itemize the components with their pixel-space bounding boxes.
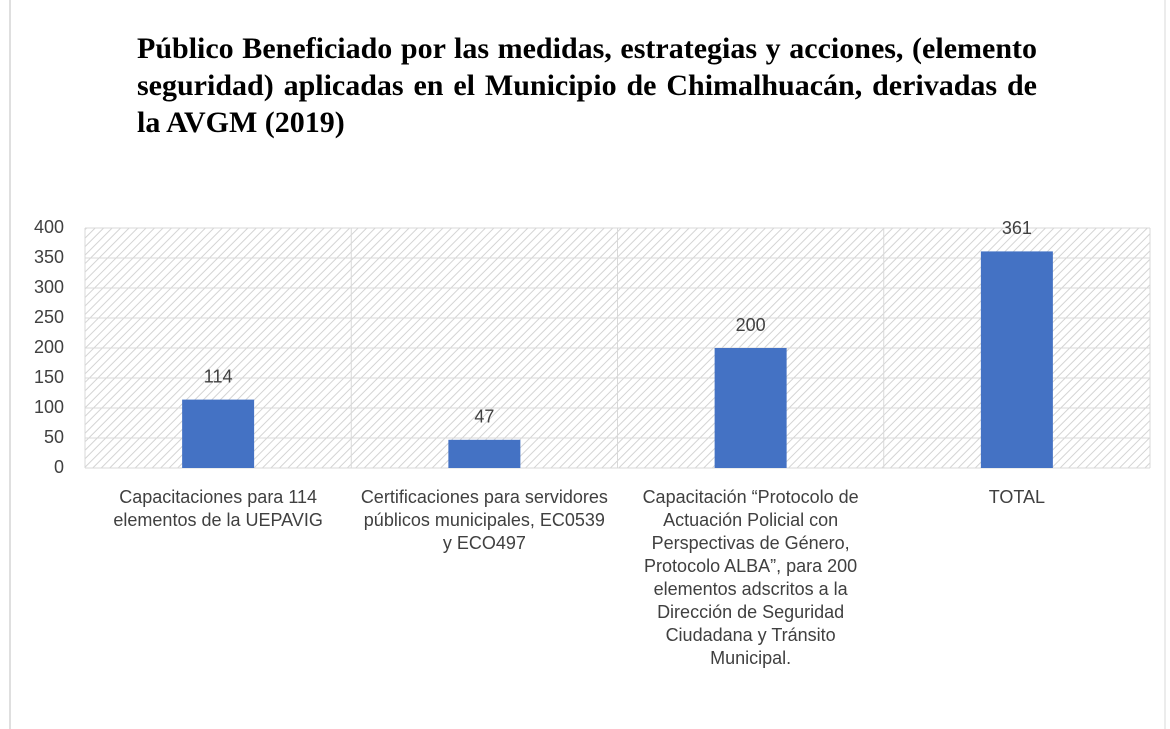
y-tick-label: 300 — [34, 277, 64, 297]
x-tick-label: TOTAL — [988, 487, 1046, 507]
bar — [980, 251, 1053, 468]
y-tick-label: 200 — [34, 337, 64, 357]
y-tick-label: 0 — [54, 457, 64, 477]
data-label: 114 — [204, 366, 233, 386]
x-tick-label: Certificaciones para servidores públicos… — [360, 487, 608, 553]
y-tick-label: 50 — [44, 427, 64, 447]
y-tick-label: 350 — [34, 247, 64, 267]
data-label: 200 — [736, 315, 766, 335]
y-tick-label: 250 — [34, 307, 64, 327]
y-tick-label: 400 — [34, 217, 64, 237]
x-tick-label: Capacitaciones para 114 elementos de la … — [113, 487, 323, 530]
bar — [448, 439, 521, 468]
chart-title: Público Beneficiado por las medidas, est… — [137, 32, 1037, 139]
y-tick-label: 100 — [34, 397, 64, 417]
x-tick-label: Capacitación “Protocolo de Actuación Pol… — [642, 487, 859, 668]
bar — [182, 399, 255, 468]
data-label: 361 — [1002, 218, 1032, 238]
y-tick-label: 150 — [34, 367, 64, 387]
data-label: 47 — [474, 407, 494, 427]
bar — [714, 348, 787, 468]
